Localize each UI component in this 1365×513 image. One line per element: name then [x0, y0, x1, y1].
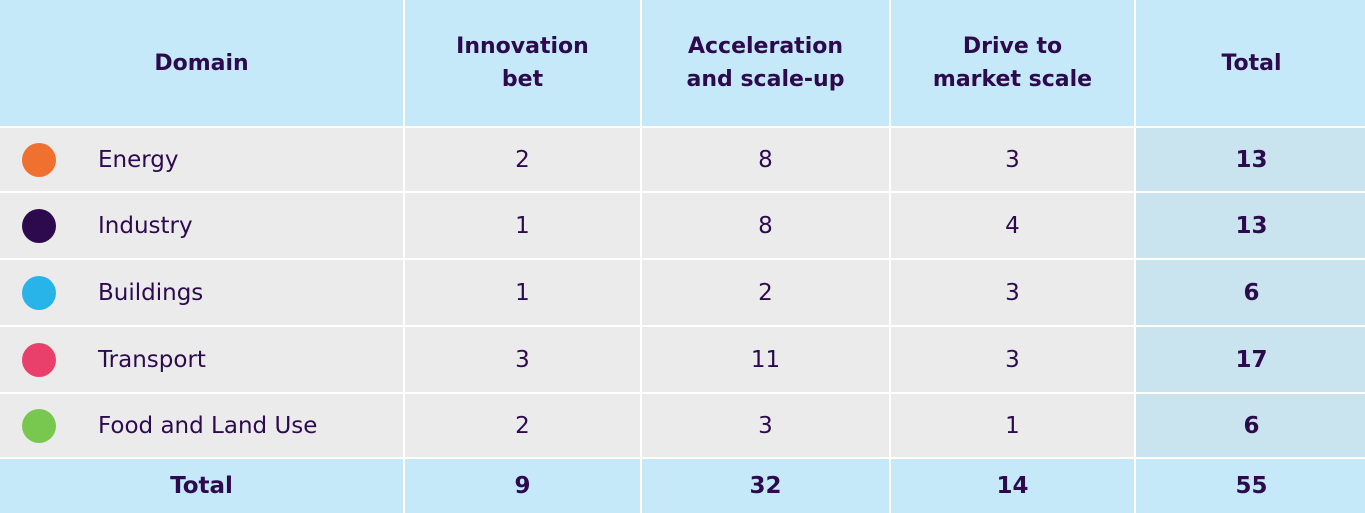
domain-label: Buildings — [98, 279, 204, 306]
value-cell: 2 — [642, 260, 889, 325]
domain-cell: Buildings — [0, 260, 403, 325]
domain-icon — [22, 142, 56, 177]
grand-total: 55 — [1136, 459, 1365, 513]
domain-label: Transport — [98, 346, 206, 373]
value-cell: 3 — [642, 394, 889, 457]
value-cell: 2 — [405, 128, 640, 191]
value-cell: 8 — [642, 128, 889, 191]
value-cell: 8 — [642, 193, 889, 258]
domain-cell: Energy — [0, 128, 403, 191]
value-cell: 11 — [642, 327, 889, 392]
domain-cell: Transport — [0, 327, 403, 392]
domain-label: Industry — [98, 212, 193, 239]
header-cell: Drive to market scale — [891, 0, 1134, 126]
domain-icon — [22, 275, 56, 310]
row-total: 6 — [1136, 394, 1365, 457]
value-cell: 3 — [405, 327, 640, 392]
domain-icon — [22, 342, 56, 377]
header-cell: Total — [1136, 0, 1365, 126]
column-total: 14 — [891, 459, 1134, 513]
header-cell: Innovation bet — [405, 0, 640, 126]
value-cell: 1 — [405, 193, 640, 258]
value-cell: 2 — [405, 394, 640, 457]
domain-cell: Food and Land Use — [0, 394, 403, 457]
value-cell: 3 — [891, 260, 1134, 325]
domain-icon — [22, 208, 56, 243]
value-cell: 1 — [405, 260, 640, 325]
domain-label: Energy — [98, 146, 179, 173]
value-cell: 3 — [891, 327, 1134, 392]
domain-icon — [22, 408, 56, 443]
column-total: 32 — [642, 459, 889, 513]
row-total: 13 — [1136, 193, 1365, 258]
value-cell: 4 — [891, 193, 1134, 258]
column-total: 9 — [405, 459, 640, 513]
domain-label: Food and Land Use — [98, 412, 318, 439]
row-total: 13 — [1136, 128, 1365, 191]
total-label: Total — [0, 459, 403, 513]
header-cell: Domain — [0, 0, 403, 126]
domain-cell: Industry — [0, 193, 403, 258]
row-total: 6 — [1136, 260, 1365, 325]
header-cell: Acceleration and scale-up — [642, 0, 889, 126]
value-cell: 3 — [891, 128, 1134, 191]
value-cell: 1 — [891, 394, 1134, 457]
row-total: 17 — [1136, 327, 1365, 392]
